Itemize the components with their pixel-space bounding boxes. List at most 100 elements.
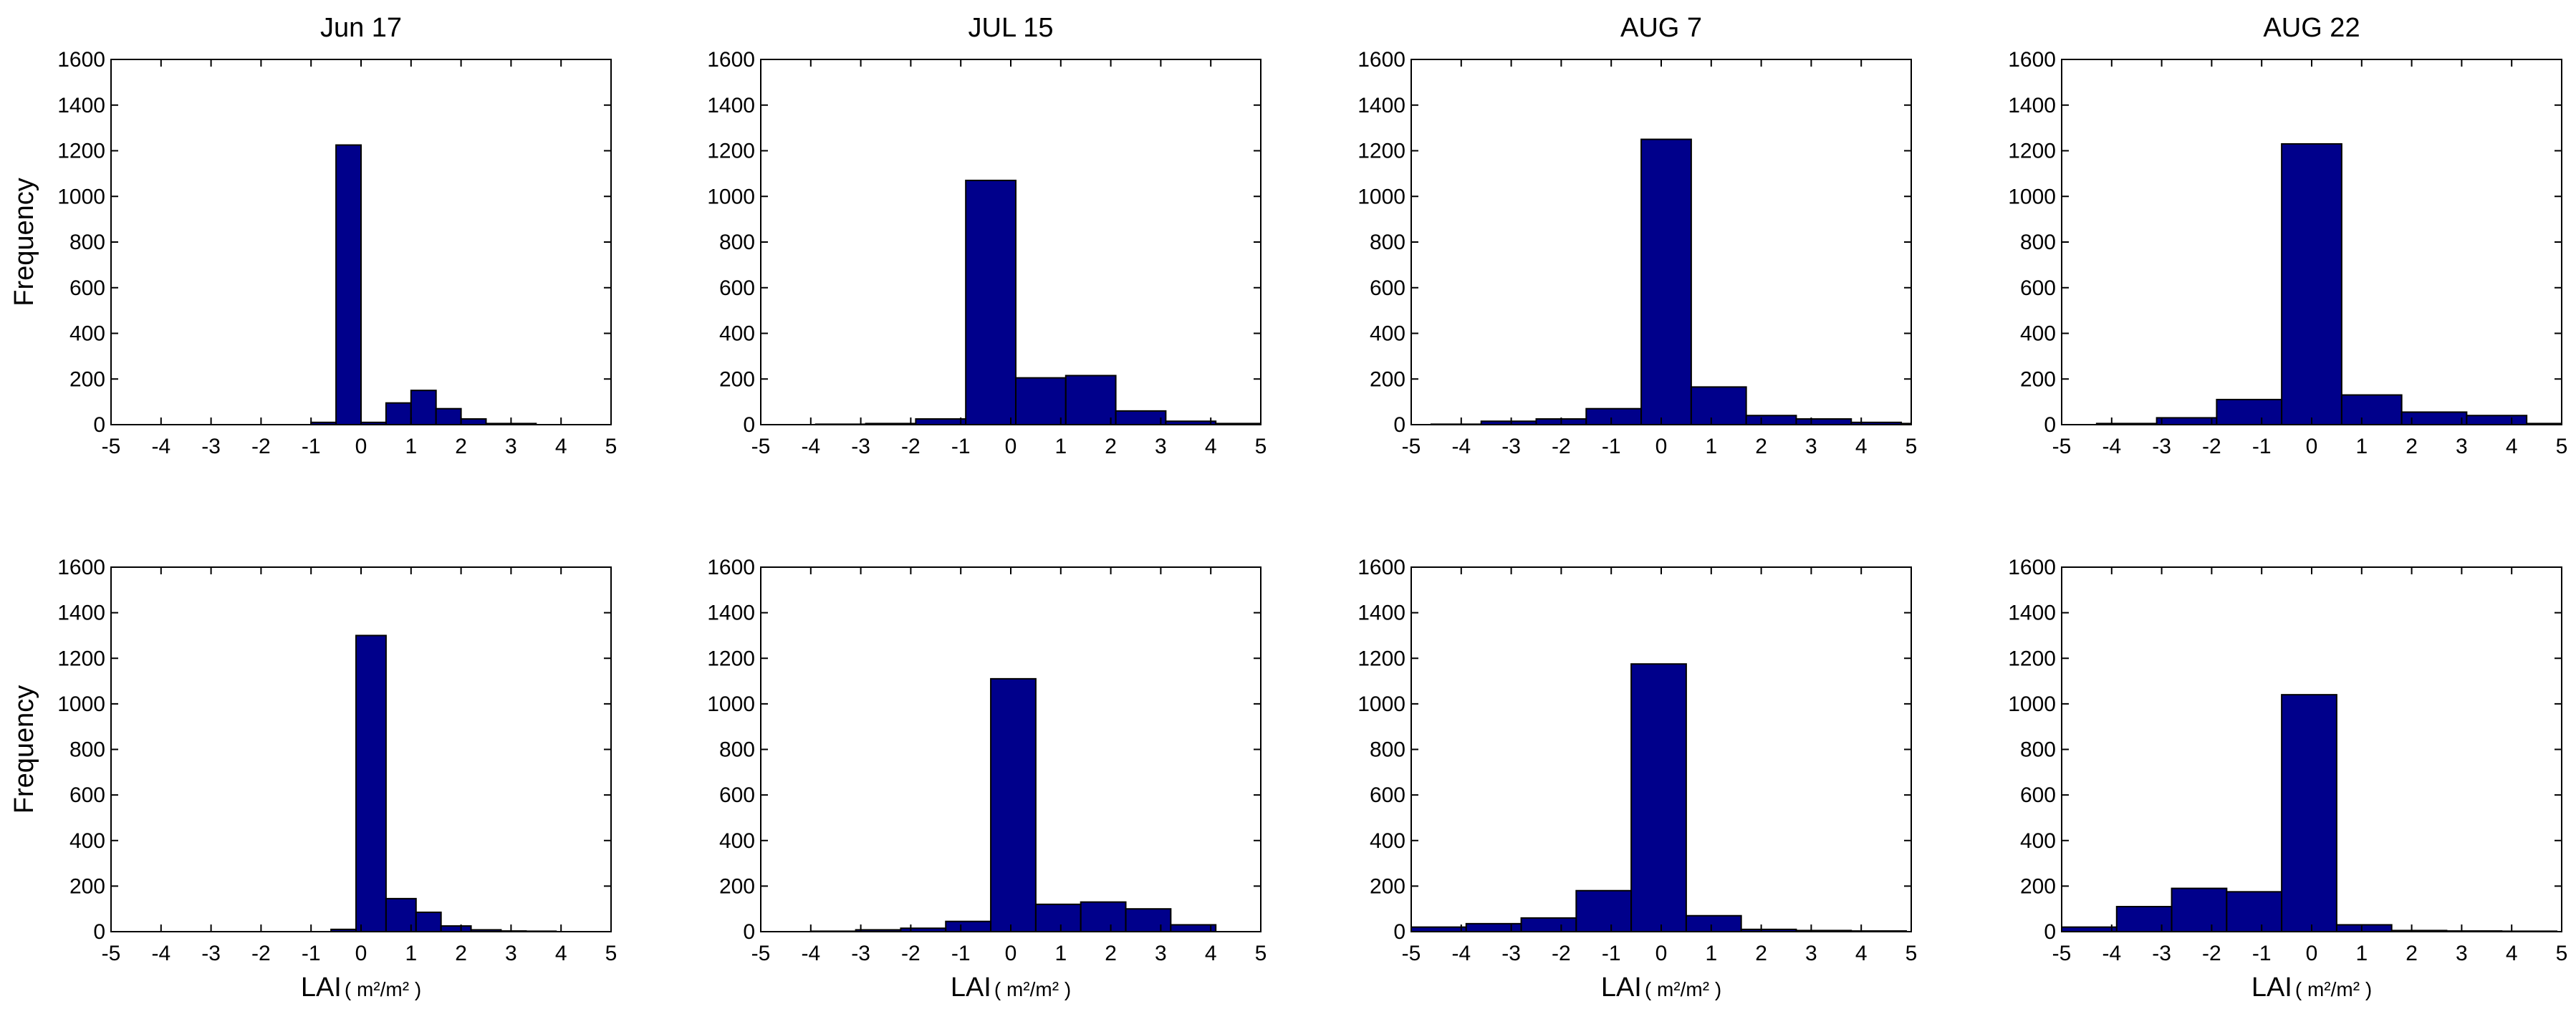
x-tick-label: -3 bbox=[1501, 435, 1521, 458]
y-tick-label: 400 bbox=[1370, 322, 1405, 346]
y-tick-label: 400 bbox=[2020, 829, 2056, 853]
x-tick-label: -4 bbox=[151, 942, 170, 965]
y-tick-label: 1200 bbox=[57, 140, 105, 163]
x-tick-label: 3 bbox=[2456, 942, 2468, 965]
y-tick-label: 800 bbox=[2020, 231, 2056, 254]
x-tick-label: 2 bbox=[455, 435, 467, 458]
x-tick-label: -5 bbox=[1402, 942, 1421, 965]
panel-title: AUG 22 bbox=[2263, 13, 2360, 43]
x-tick-label: 1 bbox=[1054, 435, 1067, 458]
histogram-panel: -5 -4 -3 -2 -1 0 1 2 3 4 5 0 200 400 600 800 1000 1200 140… bbox=[9, 556, 617, 1003]
x-tick-label: -5 bbox=[2052, 942, 2072, 965]
y-tick-label: 1400 bbox=[707, 94, 755, 117]
y-tick-label: 1400 bbox=[1357, 602, 1405, 625]
histogram-bar bbox=[410, 390, 437, 425]
y-tick-label: 600 bbox=[2020, 783, 2056, 807]
x-axis-label: LAI( m²/m² ) bbox=[2251, 972, 2372, 1003]
x-tick-label: 0 bbox=[355, 942, 367, 965]
histogram-bar bbox=[1064, 375, 1117, 425]
histogram-bar bbox=[1630, 663, 1687, 932]
y-tick-label: 0 bbox=[743, 413, 755, 437]
histogram-bar bbox=[1080, 901, 1127, 933]
y-tick-label: 0 bbox=[743, 920, 755, 944]
histogram-bar bbox=[1575, 889, 1633, 933]
histogram-bar bbox=[335, 144, 362, 425]
y-tick-label: 1000 bbox=[2008, 185, 2056, 208]
x-tick-label: 3 bbox=[505, 435, 517, 458]
x-axis-label-unit: ( m²/m² ) bbox=[1645, 978, 1721, 1000]
y-tick-label: 1400 bbox=[2008, 94, 2056, 117]
y-tick-label: 400 bbox=[719, 829, 755, 853]
x-tick-label: 1 bbox=[2355, 435, 2368, 458]
y-tick-label: 600 bbox=[719, 276, 755, 300]
x-axis-label-unit: ( m²/m² ) bbox=[345, 978, 421, 1000]
x-axis-label: LAI( m²/m² ) bbox=[1601, 972, 1721, 1003]
y-tick-label: 1200 bbox=[707, 647, 755, 670]
y-tick-label: 1400 bbox=[57, 94, 105, 117]
y-tick-label: 1600 bbox=[57, 48, 105, 72]
histogram-panel: -5 -4 -3 -2 -1 0 1 2 3 4 5 0 200 400 600 800 1000 1200 140… bbox=[2008, 13, 2567, 458]
y-tick-label: 800 bbox=[1370, 231, 1405, 254]
x-tick-label: 5 bbox=[1905, 435, 1918, 458]
x-tick-label: 0 bbox=[1005, 435, 1017, 458]
x-tick-label: 1 bbox=[1054, 942, 1067, 965]
x-tick-label: 2 bbox=[2406, 942, 2418, 965]
x-tick-label: 5 bbox=[1255, 942, 1267, 965]
panel-title: JUL 15 bbox=[969, 13, 1054, 43]
histogram-bar bbox=[915, 418, 967, 425]
histogram-bar bbox=[1690, 386, 1747, 425]
y-tick-label: 1000 bbox=[2008, 692, 2056, 716]
x-axis-label-unit: ( m²/m² ) bbox=[994, 978, 1071, 1000]
x-axis-label-name: LAI bbox=[1601, 972, 1642, 1003]
y-tick-label: 400 bbox=[2020, 322, 2056, 346]
y-axis-label: Frequency bbox=[9, 178, 39, 306]
y-tick-label: 1000 bbox=[1357, 692, 1405, 716]
x-tick-label: 4 bbox=[1205, 435, 1217, 458]
histogram-bar bbox=[2156, 417, 2218, 425]
y-tick-label: 600 bbox=[1370, 276, 1405, 300]
x-tick-label: -5 bbox=[1402, 435, 1421, 458]
y-tick-label: 1600 bbox=[57, 556, 105, 579]
y-tick-label: 1400 bbox=[707, 602, 755, 625]
x-tick-label: 2 bbox=[1105, 435, 1117, 458]
x-tick-label: -1 bbox=[302, 942, 321, 965]
y-tick-label: 0 bbox=[1393, 920, 1405, 944]
histogram-bar bbox=[2335, 924, 2393, 933]
histogram-bar bbox=[2340, 394, 2403, 425]
y-tick-label: 800 bbox=[719, 738, 755, 762]
x-tick-label: -3 bbox=[201, 435, 221, 458]
y-tick-label: 1600 bbox=[1357, 48, 1405, 72]
x-tick-label: 3 bbox=[1805, 942, 1817, 965]
y-tick-label: 600 bbox=[69, 276, 105, 300]
y-tick-label: 1400 bbox=[2008, 602, 2056, 625]
y-tick-label: 1000 bbox=[57, 692, 105, 716]
y-tick-label: 0 bbox=[2044, 413, 2056, 437]
x-tick-label: 0 bbox=[1005, 942, 1017, 965]
x-axis-label-name: LAI bbox=[2251, 972, 2292, 1003]
y-tick-label: 1400 bbox=[57, 602, 105, 625]
histogram-bar bbox=[460, 418, 487, 425]
x-axis-label: LAI( m²/m² ) bbox=[951, 972, 1071, 1003]
x-tick-label: 0 bbox=[2306, 435, 2318, 458]
x-tick-label: -5 bbox=[2052, 435, 2072, 458]
x-tick-label: -3 bbox=[2152, 435, 2171, 458]
x-tick-label: -5 bbox=[102, 435, 121, 458]
x-tick-label: -2 bbox=[1552, 942, 1571, 965]
x-tick-label: -1 bbox=[1602, 942, 1621, 965]
panel-title: Jun 17 bbox=[320, 13, 402, 43]
x-tick-label: 3 bbox=[1155, 435, 1167, 458]
y-tick-label: 200 bbox=[1370, 874, 1405, 898]
x-tick-label: 5 bbox=[605, 942, 617, 965]
y-tick-label: 600 bbox=[1370, 783, 1405, 807]
histogram-bar bbox=[2226, 891, 2283, 932]
x-tick-label: -3 bbox=[2152, 942, 2171, 965]
y-tick-label: 200 bbox=[2020, 367, 2056, 391]
y-tick-label: 1600 bbox=[707, 48, 755, 72]
y-tick-label: 1200 bbox=[57, 647, 105, 670]
x-tick-label: -4 bbox=[2102, 942, 2121, 965]
x-tick-label: -1 bbox=[1602, 435, 1621, 458]
y-tick-label: 1000 bbox=[1357, 185, 1405, 208]
y-tick-label: 400 bbox=[1370, 829, 1405, 853]
y-axis-label: Frequency bbox=[9, 685, 39, 814]
x-tick-label: -5 bbox=[102, 942, 121, 965]
